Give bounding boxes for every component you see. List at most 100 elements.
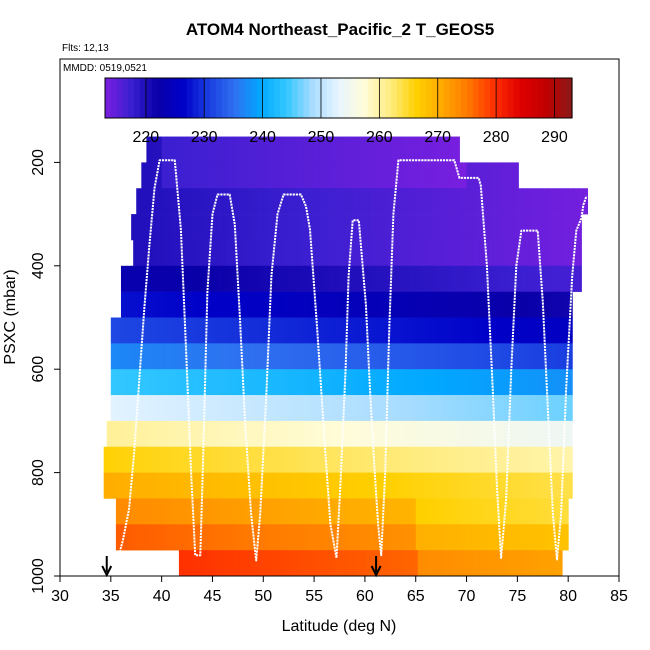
- heatmap-cell: [131, 265, 137, 292]
- colorbar-swatch: [210, 78, 217, 118]
- heatmap-cell: [430, 317, 437, 344]
- heatmap-cell: [339, 188, 346, 215]
- heatmap-cell: [181, 395, 188, 422]
- heatmap-cell: [354, 498, 361, 525]
- heatmap-cell: [268, 369, 274, 396]
- heatmap-cell: [451, 395, 457, 422]
- heatmap-cell: [451, 136, 457, 163]
- heatmap-cell: [212, 136, 219, 163]
- heatmap-cell: [527, 291, 534, 318]
- heatmap-cell: [134, 472, 140, 499]
- heatmap-cell: [171, 136, 178, 163]
- heatmap-cell: [532, 369, 539, 396]
- heatmap-cell: [329, 369, 335, 396]
- heatmap-cell: [329, 395, 335, 422]
- heatmap-cell: [476, 214, 483, 241]
- colorbar-swatch: [186, 78, 194, 118]
- heatmap-cell: [402, 550, 409, 577]
- heatmap-cell: [420, 265, 427, 292]
- heatmap-cell: [288, 395, 295, 422]
- colorbar-swatch: [344, 78, 351, 118]
- heatmap-cell: [268, 498, 274, 525]
- heatmap-cell: [334, 317, 340, 344]
- heatmap-cell: [522, 317, 529, 344]
- heatmap-cell: [156, 498, 163, 525]
- heatmap-cell: [420, 291, 427, 318]
- heatmap-cell: [197, 291, 203, 318]
- heatmap-cell: [202, 317, 208, 344]
- heatmap-cell: [369, 524, 376, 551]
- heatmap-cell: [141, 343, 147, 370]
- heatmap-cell: [354, 162, 361, 189]
- heatmap-cell: [580, 239, 582, 267]
- heatmap-cell: [354, 214, 361, 241]
- heatmap-cell: [158, 239, 165, 267]
- colorbar-swatch: [291, 78, 299, 118]
- heatmap-cell: [395, 214, 401, 241]
- heatmap-cell: [354, 369, 361, 396]
- heatmap-cell: [283, 524, 290, 551]
- heatmap-cell: [515, 472, 521, 499]
- heatmap-cell: [466, 162, 473, 189]
- heatmap-cell: [430, 524, 437, 551]
- heatmap-cell: [309, 524, 315, 551]
- heatmap-cell: [415, 162, 422, 189]
- heatmap-cell: [303, 136, 310, 163]
- heatmap-cell: [537, 343, 544, 370]
- colorbar-swatch: [268, 78, 275, 118]
- heatmap-cell: [195, 446, 201, 473]
- heatmap-cell: [207, 265, 213, 292]
- x-axis-label: Latitude (deg N): [282, 618, 397, 635]
- heatmap-cell: [141, 162, 147, 189]
- heatmap-cell: [400, 162, 407, 189]
- heatmap-cell: [555, 446, 562, 473]
- heatmap-cell: [422, 550, 429, 577]
- heatmap-cell: [197, 162, 203, 189]
- heatmap-cell: [430, 498, 437, 525]
- heatmap-cell: [319, 524, 325, 551]
- colorbar-swatch: [443, 78, 451, 118]
- heatmap-cell: [173, 239, 180, 267]
- heatmap-cell: [552, 188, 559, 215]
- heatmap-cell: [375, 136, 381, 163]
- heatmap-cell: [380, 188, 386, 215]
- heatmap-cell: [380, 343, 386, 370]
- heatmap-cell: [298, 188, 305, 215]
- heatmap-cell: [329, 214, 335, 241]
- heatmap-cell: [390, 524, 396, 551]
- heatmap-cell: [336, 550, 343, 577]
- heatmap-cell: [181, 369, 188, 396]
- heatmap-cell: [311, 550, 317, 577]
- heatmap-cell: [453, 550, 459, 577]
- heatmap-cell: [491, 214, 498, 241]
- heatmap-cell: [248, 162, 254, 189]
- heatmap-cell: [362, 472, 369, 499]
- heatmap-cell: [522, 498, 529, 525]
- heatmap-cell: [219, 239, 226, 267]
- colorbar-swatch: [531, 78, 538, 118]
- heatmap-cell: [549, 550, 556, 577]
- heatmap-cell: [522, 214, 529, 241]
- heatmap-cell: [420, 498, 427, 525]
- heatmap-cell: [461, 162, 468, 189]
- heatmap-cell: [309, 498, 315, 525]
- heatmap-cell: [568, 317, 573, 344]
- flight-track: [117, 159, 588, 562]
- heatmap-cell: [420, 162, 427, 189]
- colorbar-swatch: [180, 78, 188, 118]
- heatmap-cell: [545, 472, 552, 499]
- heatmap-cell: [491, 162, 498, 189]
- heatmap-cell: [476, 291, 483, 318]
- heatmap-cell: [251, 446, 257, 473]
- heatmap-cell: [232, 343, 239, 370]
- heatmap-cell: [481, 395, 488, 422]
- heatmap-cell: [466, 343, 473, 370]
- heatmap-cell: [115, 395, 122, 422]
- heatmap-cell: [532, 291, 539, 318]
- heatmap-cell: [560, 550, 563, 577]
- heatmap-cell: [334, 498, 340, 525]
- heatmap-cell: [197, 214, 203, 241]
- heatmap-cell: [444, 472, 450, 499]
- heatmap-cell: [568, 343, 573, 370]
- heatmap-cell: [483, 550, 490, 577]
